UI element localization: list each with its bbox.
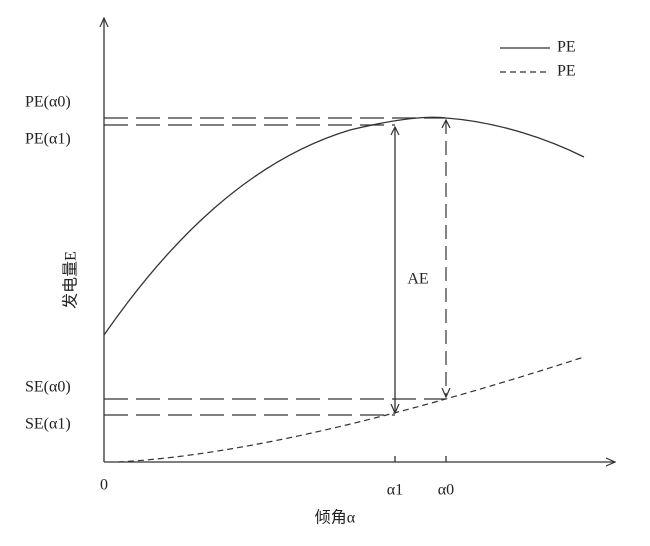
y-axis-title: 发电量E (62, 251, 80, 309)
pe-curve (103, 116, 585, 336)
y-label: PE(α1) (25, 131, 71, 148)
x-label: α0 (438, 482, 454, 499)
y-label: SE(α0) (25, 379, 71, 396)
y-label: PE(α0) (25, 94, 71, 111)
x-label: 0 (100, 477, 108, 494)
x-label: α1 (387, 482, 403, 499)
legend-label: PE (557, 39, 576, 56)
se-curve (117, 356, 585, 463)
annotation: AE (407, 271, 428, 288)
x-axis-title: 倾角α (315, 509, 356, 527)
legend-label: PE (557, 63, 576, 80)
y-label: SE(α1) (25, 416, 71, 433)
